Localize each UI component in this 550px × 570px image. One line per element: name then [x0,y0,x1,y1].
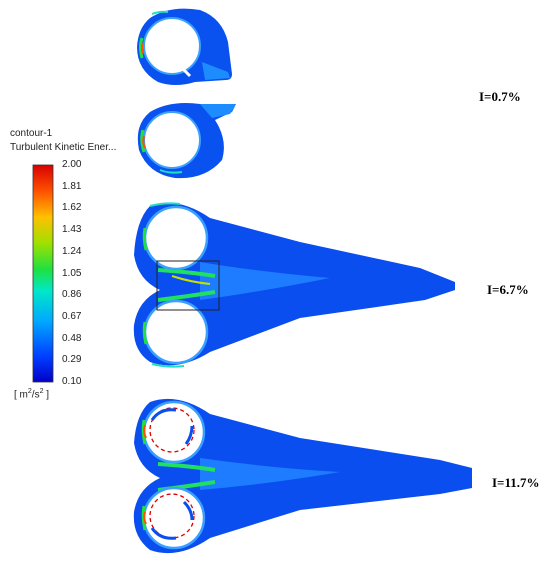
colorbar-tick-label: 1.05 [62,267,82,279]
colorbar-tick-label: 0.29 [62,354,82,366]
colorbar-tick-label: 0.67 [62,310,82,322]
colorbar-tick-label: 1.24 [62,245,82,257]
legend-name: contour-1 [10,128,53,139]
case-label-3: I=11.7% [492,475,540,490]
case-3-contour [133,398,473,554]
colorbar-tick-label: 0.48 [62,332,82,344]
case-2-upper-cylinder [143,205,209,271]
colorbar-tick-label: 0.86 [62,289,82,301]
colorbar [32,164,54,383]
case-label-2: I=6.7% [487,282,529,297]
colorbar-tick-label: 1.81 [62,180,82,192]
case-3-lower-dashed-ring [149,493,195,539]
legend-variable: Turbulent Kinetic Ener... [10,142,117,153]
colorbar-tick-label: 1.62 [62,202,82,214]
case-1-upper-cylinder [143,17,201,75]
case-label-1: I=0.7% [479,89,521,104]
case-2-contour [133,202,456,368]
case-3-upper-dashed-ring [149,407,195,453]
colorbar-tick-label: 1.43 [62,224,82,236]
colorbar-tick-label: 0.10 [62,376,82,387]
gap-highlight-box [156,260,220,311]
case-1-lower-cylinder [143,111,201,169]
colorbar-tick-label: 2.00 [62,159,82,170]
case-1-contour [137,8,236,179]
legend-units: [ m2/s2 ] [14,388,50,401]
